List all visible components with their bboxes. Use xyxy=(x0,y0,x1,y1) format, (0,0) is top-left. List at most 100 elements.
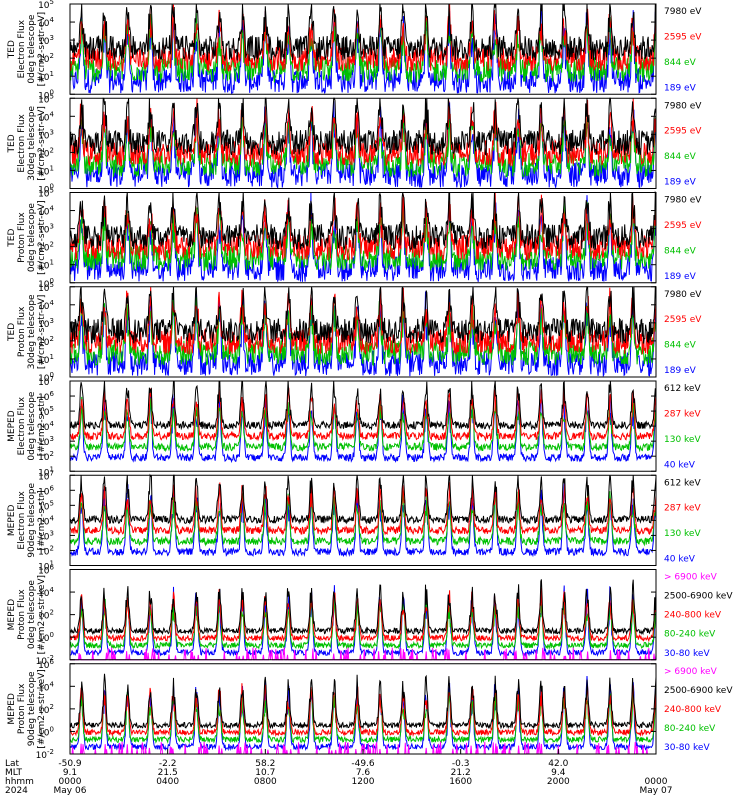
y-axis-label: 90deg telescope xyxy=(27,671,37,746)
series-line-5-2 xyxy=(69,387,657,442)
series-line-8-4 xyxy=(69,687,657,744)
legend-entry: 2595 eV xyxy=(664,32,702,42)
y-axis-label: [#/cm2-s-str-eV] xyxy=(37,106,47,181)
legend-entry: 844 eV xyxy=(664,246,697,256)
legend-entry: 130 keV xyxy=(664,529,701,539)
x-tick-label: 1600 xyxy=(449,777,472,787)
x-tick-label: 0800 xyxy=(254,777,277,787)
legend-entry: 30-80 keV xyxy=(664,649,710,659)
x-row-label: hhmm xyxy=(5,777,34,787)
x-row-label: Lat xyxy=(5,759,20,769)
series-line-7-3 xyxy=(69,587,657,643)
series-line-6-4 xyxy=(69,483,657,558)
series-line-7-5 xyxy=(69,585,657,658)
series-line-7-4 xyxy=(69,596,657,650)
y-tick-label: 10-2 xyxy=(36,748,54,761)
series-line-5-3 xyxy=(69,396,657,453)
y-axis-label: 30deg telescope xyxy=(27,106,37,181)
series-line-3-1 xyxy=(69,190,657,252)
y-axis-label: Proton Flux xyxy=(17,212,27,263)
plot-frame xyxy=(69,286,657,378)
x-row-label: 2024 xyxy=(5,786,28,796)
legend-entry: 287 keV xyxy=(664,504,701,514)
y-axis-label: 0deg telescope xyxy=(27,14,37,84)
y-axis-label: [#/cm2-s-str-eV] xyxy=(37,295,47,370)
legend-entry: 130 keV xyxy=(664,435,701,445)
series-line-3-4 xyxy=(69,192,657,282)
x-tick-label: -50.9 xyxy=(58,759,82,769)
x-tick-label: 0000 xyxy=(645,777,668,787)
series-line-6-2 xyxy=(69,482,657,536)
y-axis-label: Electron Flux xyxy=(17,19,27,78)
y-tick-label: 105 xyxy=(38,0,54,11)
legend-entry: 189 eV xyxy=(664,178,697,188)
legend-entry: 40 keV xyxy=(664,555,696,565)
x-tick-label: 2000 xyxy=(547,777,570,787)
x-tick-label: 1200 xyxy=(352,777,375,787)
legend-entry: 189 eV xyxy=(664,83,697,93)
legend-entry: > 6900 keV xyxy=(664,667,718,677)
x-row-label: MLT xyxy=(5,768,23,778)
plot-frame xyxy=(69,192,657,284)
y-axis-label: TED xyxy=(7,40,17,59)
x-tick-label: 0400 xyxy=(156,777,179,787)
y-axis-label: [#/cm2-s-str-keV] xyxy=(37,575,47,654)
legend-entry: 2500-6900 keV xyxy=(664,592,733,602)
x-tick-label: 9.4 xyxy=(551,768,566,778)
x-tick-label: 7.6 xyxy=(356,768,371,778)
y-axis-label: MEPED xyxy=(7,505,17,537)
series-line-8-3 xyxy=(69,682,657,738)
legend-entry: 2595 eV xyxy=(664,127,702,137)
legend-entry: > 6900 keV xyxy=(664,573,718,583)
legend-entry: 844 eV xyxy=(664,58,697,68)
series-line-8-5 xyxy=(69,675,657,752)
legend-entry: 189 eV xyxy=(664,272,697,282)
legend-entry: 844 eV xyxy=(664,341,697,351)
legend-entry: 612 keV xyxy=(664,384,701,394)
series-line-4-3 xyxy=(69,294,657,367)
plot-frame xyxy=(69,97,657,189)
series-line-4-2 xyxy=(69,286,657,355)
series-line-1-2 xyxy=(69,3,657,74)
legend-entry: 80-240 keV xyxy=(664,630,716,640)
series-line-6-1 xyxy=(69,473,657,525)
y-axis-label: MEPED xyxy=(7,410,17,442)
legend-entry: 2595 eV xyxy=(664,315,702,325)
legend-entry: 7980 eV xyxy=(664,101,702,111)
y-axis-label: [#/cm2-s-str] xyxy=(37,396,47,456)
legend-entry: 7980 eV xyxy=(664,290,702,300)
series-line-4-1 xyxy=(69,286,656,346)
x-tick-label: 42.0 xyxy=(548,759,568,769)
series-line-2-3 xyxy=(69,108,657,179)
series-line-2-1 xyxy=(69,97,657,157)
series-line-7-2 xyxy=(69,579,657,636)
series-line-5-1 xyxy=(69,380,657,431)
x-tick-label: 9.1 xyxy=(63,768,77,778)
y-axis-label: 0deg telescope xyxy=(27,203,37,273)
x-tick-label: 21.5 xyxy=(158,768,178,778)
y-axis-label: [#/cm2-s-str-eV] xyxy=(37,12,47,87)
legend-entry: 240-800 keV xyxy=(664,611,722,621)
y-axis-label: MEPED xyxy=(7,693,17,725)
y-axis-label: Proton Flux xyxy=(17,683,27,734)
y-axis-label: 0deg telescope xyxy=(27,580,37,650)
series-line-1-1 xyxy=(69,3,656,62)
y-axis-label: Electron Flux xyxy=(17,396,27,455)
legend-entry: 287 keV xyxy=(664,409,701,419)
legend-entry: 240-800 keV xyxy=(664,705,722,715)
y-axis-label: Proton Flux xyxy=(17,306,27,357)
series-line-2-4 xyxy=(69,101,657,190)
y-axis-label: 30deg telescope xyxy=(27,294,37,369)
y-axis-label: Electron Flux xyxy=(17,490,27,549)
y-axis-label: [#/cm2-s-str-eV] xyxy=(37,200,47,275)
x-tick-label: 10.7 xyxy=(255,768,275,778)
legend-entry: 2500-6900 keV xyxy=(664,686,733,696)
y-axis-label: TED xyxy=(7,134,17,153)
